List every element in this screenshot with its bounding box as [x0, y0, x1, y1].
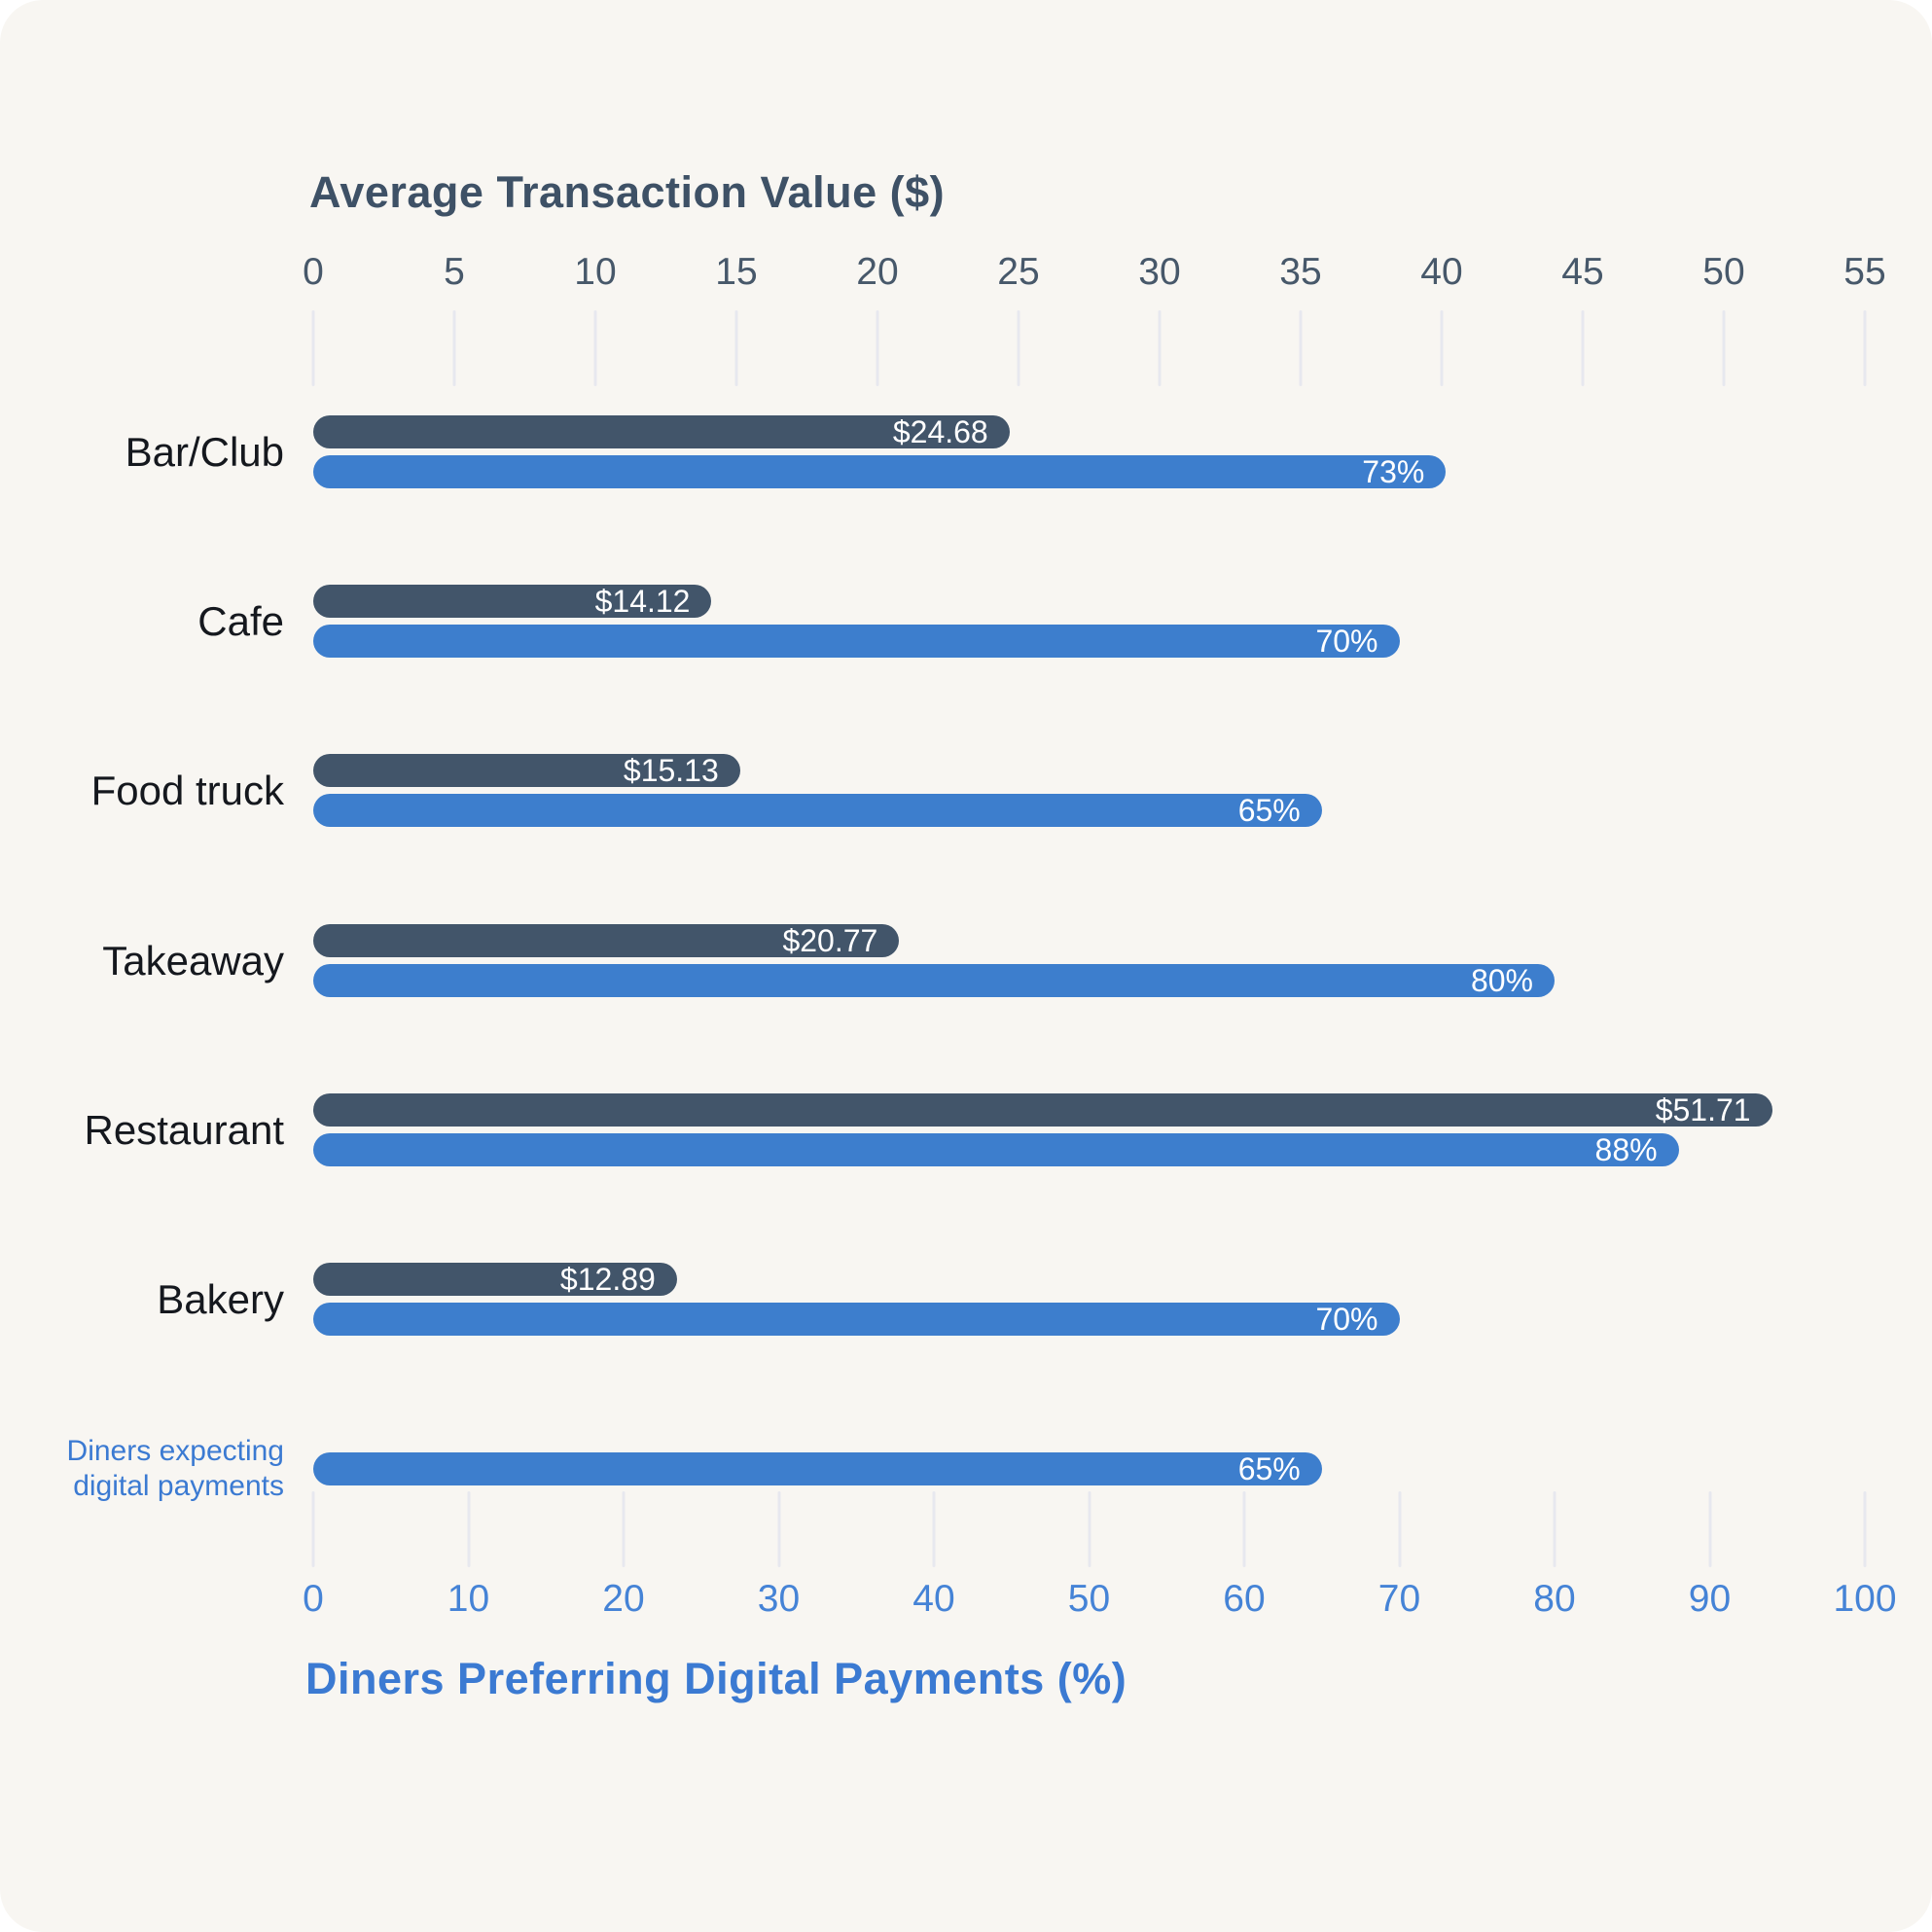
bottom-axis-tick-label: 20 [602, 1578, 645, 1620]
top-axis-tick-label: 15 [715, 251, 758, 293]
bar-percent-label: 65% [1237, 793, 1301, 828]
digital-payments-bar: 73% [313, 454, 1447, 489]
transaction-value-bar: $12.89 [313, 1263, 677, 1296]
digital-payments-bar: 80% [313, 964, 1555, 997]
bottom-axis-tick-label: 60 [1223, 1578, 1266, 1620]
bar-value-label: $15.13 [623, 753, 719, 788]
category-label: Diners expecting digital payments [66, 1435, 284, 1502]
bottom-axis-tick [1088, 1491, 1091, 1567]
transaction-value-bar: $51.71 [313, 1093, 1772, 1127]
bottom-axis-tick-label: 0 [303, 1578, 324, 1620]
transaction-value-bar: $15.13 [313, 754, 740, 787]
bar-row: Diners expecting digital payments 65% [0, 1430, 1932, 1508]
top-axis-tick [1722, 310, 1726, 386]
top-axis-tick [1017, 310, 1020, 386]
bottom-axis-tick-label: 30 [757, 1578, 801, 1620]
bar-percent-label: 80% [1470, 963, 1533, 998]
digital-payments-bar: 70% [313, 625, 1400, 658]
bar-value-label: $24.68 [892, 414, 988, 449]
bar-value-label: $20.77 [782, 923, 878, 958]
bottom-axis-tick-label: 90 [1688, 1578, 1732, 1620]
top-axis-tick-label: 40 [1420, 251, 1463, 293]
bar-row: Bakery $12.89 70% [0, 1261, 1932, 1339]
category-label: Takeaway [102, 937, 284, 984]
bottom-axis-tick [1242, 1491, 1246, 1567]
top-axis-tick [1440, 310, 1444, 386]
top-axis-tick-label: 45 [1561, 251, 1604, 293]
top-axis-tick-label: 5 [444, 251, 465, 293]
top-axis-tick [593, 310, 597, 386]
bar-percent-label: 70% [1315, 624, 1378, 659]
bar-percent-label: 73% [1362, 454, 1425, 489]
digital-payments-bar: 70% [313, 1303, 1400, 1336]
bottom-axis-tick [1708, 1491, 1711, 1567]
bottom-axis-tick-label: 80 [1533, 1578, 1576, 1620]
transaction-value-bar: $24.68 [313, 415, 1010, 448]
bar-percent-label: 88% [1594, 1132, 1658, 1167]
top-axis-tick-label: 30 [1138, 251, 1181, 293]
bottom-axis-tick-label: 10 [447, 1578, 490, 1620]
top-axis-tick-label: 10 [574, 251, 617, 293]
transaction-value-bar: $20.77 [313, 923, 900, 958]
top-axis-tick [452, 310, 456, 386]
bottom-axis-tick [622, 1491, 626, 1567]
category-label: Bar/Club [125, 428, 284, 475]
bar-row: Takeaway $20.77 80% [0, 922, 1932, 1000]
top-axis-tick-label: 50 [1702, 251, 1745, 293]
bottom-axis-tick-label: 70 [1377, 1578, 1421, 1620]
category-label: Cafe [197, 597, 284, 644]
transaction-value-bar: $14.12 [313, 584, 712, 619]
bar-row: Food truck $15.13 65% [0, 752, 1932, 830]
digital-payments-bar: 88% [313, 1133, 1679, 1166]
top-axis-tick [1863, 310, 1867, 386]
bar-value-label: $51.71 [1655, 1092, 1751, 1127]
top-axis-tick [1158, 310, 1162, 386]
top-axis-tick [1299, 310, 1303, 386]
top-axis-tick-label: 35 [1279, 251, 1322, 293]
top-axis-tick-label: 0 [303, 251, 324, 293]
bottom-axis-tick [1863, 1491, 1867, 1567]
bottom-axis-tick [1553, 1491, 1556, 1567]
bottom-axis-tick [932, 1491, 936, 1567]
bottom-axis-title: Diners Preferring Digital Payments (%) [305, 1654, 1127, 1703]
top-axis-tick [734, 310, 738, 386]
bottom-axis-tick [311, 1491, 315, 1567]
top-axis-title: Average Transaction Value ($) [309, 167, 946, 217]
bottom-axis-tick [777, 1491, 780, 1567]
digital-payments-bar: 65% [313, 794, 1322, 827]
top-axis-tick-label: 20 [856, 251, 899, 293]
digital-payments-bar: 65% [313, 1452, 1322, 1485]
top-axis-tick-label: 25 [997, 251, 1040, 293]
bar-value-label: $12.89 [559, 1262, 656, 1297]
bottom-axis-tick-label: 100 [1833, 1578, 1897, 1620]
bar-percent-label: 65% [1237, 1451, 1301, 1486]
category-label: Bakery [157, 1275, 284, 1322]
category-label: Food truck [90, 767, 284, 813]
bar-percent-label: 70% [1315, 1302, 1378, 1337]
bar-row: Restaurant $51.71 88% [0, 1091, 1932, 1169]
top-axis-tick-label: 55 [1843, 251, 1886, 293]
bar-row: Cafe $14.12 70% [0, 583, 1932, 661]
top-axis-tick [1581, 310, 1585, 386]
bottom-axis-tick [1398, 1491, 1401, 1567]
bottom-axis-tick [467, 1491, 470, 1567]
category-label: Restaurant [84, 1106, 284, 1153]
top-axis-tick [311, 310, 315, 386]
bar-row: Bar/Club $24.68 73% [0, 413, 1932, 491]
bar-value-label: $14.12 [594, 584, 691, 619]
bottom-axis-tick-label: 40 [912, 1578, 955, 1620]
top-axis-tick [876, 310, 879, 386]
bottom-axis-tick-label: 50 [1067, 1578, 1111, 1620]
